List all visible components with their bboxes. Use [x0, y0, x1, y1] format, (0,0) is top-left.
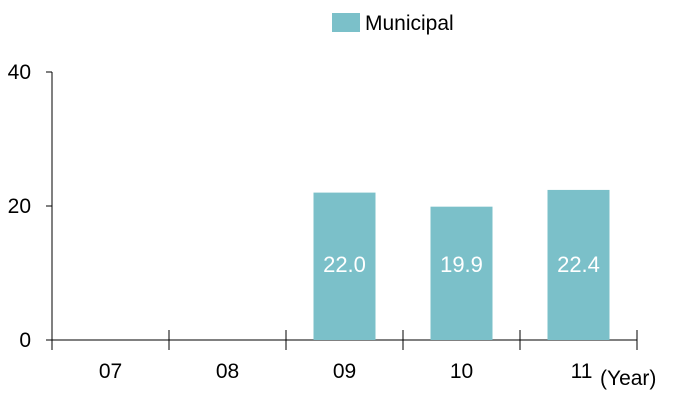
- x-tick-label: 07: [99, 360, 122, 383]
- y-tick-label: 40: [8, 61, 31, 84]
- x-axis-unit-label: (Year): [600, 367, 656, 390]
- x-tick-label: 08: [216, 360, 239, 383]
- x-tick-label: 10: [450, 360, 473, 383]
- y-tick-label: 0: [19, 329, 31, 352]
- legend: Municipal: [332, 12, 454, 35]
- legend-swatch-municipal: [332, 13, 360, 32]
- x-tick-label: 11: [571, 360, 593, 383]
- bar: [313, 192, 376, 340]
- bar-value-label: 22.4: [557, 252, 600, 277]
- bar-value-label: 19.9: [440, 252, 483, 277]
- bar: [547, 189, 610, 340]
- y-axis: 0 20 40: [8, 61, 53, 352]
- bars: 22.0 19.9 22.4: [313, 189, 610, 340]
- bar: [430, 206, 493, 340]
- bar-value-label: 22.0: [323, 252, 366, 277]
- x-tick-label: 09: [333, 360, 356, 383]
- legend-label-municipal: Municipal: [365, 12, 454, 35]
- y-tick-label: 20: [8, 195, 31, 218]
